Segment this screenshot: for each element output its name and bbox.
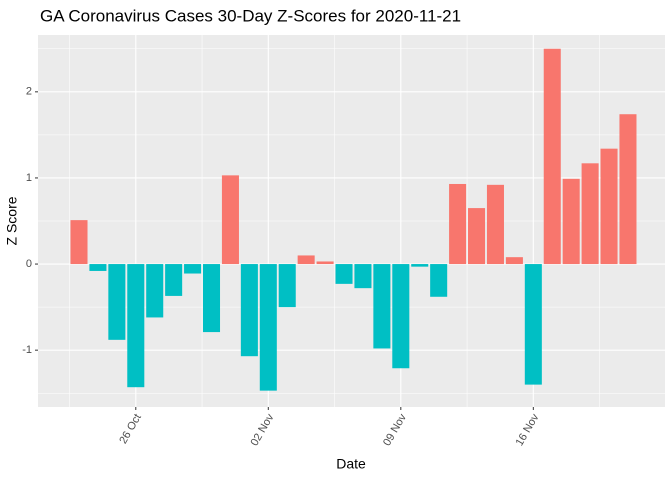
x-tick-label: 26 Oct xyxy=(117,412,144,446)
bar xyxy=(202,264,221,333)
bar xyxy=(165,264,183,296)
x-axis-label: Date xyxy=(336,456,366,472)
bar xyxy=(486,184,504,265)
bar xyxy=(127,264,145,388)
bar xyxy=(411,264,429,267)
bar xyxy=(373,264,391,349)
bar xyxy=(505,257,523,265)
bar xyxy=(184,264,202,274)
bar xyxy=(221,175,239,265)
x-tick-label: 16 Nov xyxy=(514,412,542,449)
bar xyxy=(562,178,580,265)
bar xyxy=(108,264,126,340)
bar xyxy=(259,264,277,391)
bar xyxy=(146,264,164,318)
bar xyxy=(430,264,448,297)
bar xyxy=(89,264,107,271)
x-tick-label: 02 Nov xyxy=(249,412,277,449)
bar xyxy=(278,264,296,308)
bar xyxy=(619,114,637,265)
bar xyxy=(600,148,618,265)
y-tick-label: 2 xyxy=(26,86,32,98)
bar xyxy=(240,264,258,357)
x-tick-label: 09 Nov xyxy=(381,412,409,449)
y-tick-label: 0 xyxy=(26,258,32,270)
y-axis-label: Z Score xyxy=(4,196,20,245)
bar xyxy=(392,264,410,369)
y-tick-label: 1 xyxy=(26,172,32,184)
bar xyxy=(543,48,561,265)
bar xyxy=(335,264,353,284)
y-tick-label: -1 xyxy=(22,344,32,356)
bar xyxy=(581,163,599,265)
bar xyxy=(524,264,542,385)
bar xyxy=(70,220,88,265)
bar xyxy=(468,208,486,265)
bar xyxy=(354,264,372,289)
bar xyxy=(297,255,315,265)
chart-title: GA Coronavirus Cases 30-Day Z-Scores for… xyxy=(40,6,461,25)
bar xyxy=(316,261,334,265)
bar xyxy=(449,183,467,265)
